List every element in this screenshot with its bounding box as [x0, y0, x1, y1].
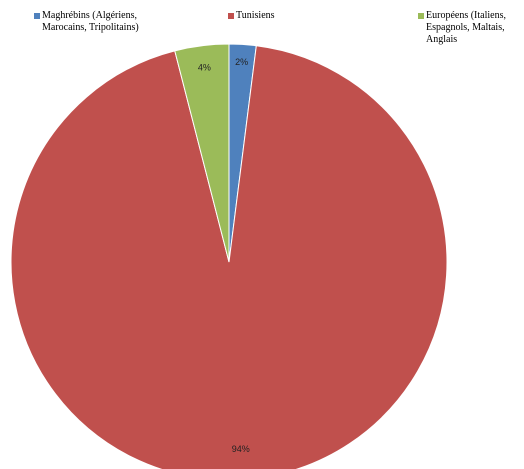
legend-label-europeens: Européens (Italiens, Espagnols, Maltais,… [426, 10, 506, 45]
legend-item-europeens: Européens (Italiens, Espagnols, Maltais,… [418, 10, 522, 46]
data-label-tunisiens: 94% [232, 444, 250, 454]
legend-label-tunisiens: Tunisiens [236, 10, 275, 21]
pie-slice-europeens [174, 43, 230, 263]
pie-slice-tunisiens [10, 45, 448, 469]
data-label-europeens: 4% [198, 62, 211, 72]
legend-label-maghrebins: Maghrébins (Algériens, Marocains, Tripol… [42, 10, 139, 33]
legend-swatch-maghrebins [34, 13, 40, 19]
chart-legend: Maghrébins (Algériens, Marocains, Tripol… [0, 0, 524, 70]
legend-swatch-europeens [418, 13, 424, 19]
data-label-maghrebins: 2% [235, 57, 248, 67]
legend-swatch-tunisiens [228, 13, 234, 19]
legend-item-tunisiens: Tunisiens [228, 10, 338, 22]
legend-item-maghrebins: Maghrébins (Algériens, Marocains, Tripol… [34, 10, 204, 34]
